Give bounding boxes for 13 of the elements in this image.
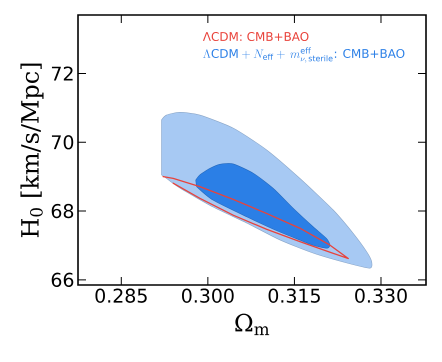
y-tick-label: 70 [52, 135, 74, 150]
text: ΛCDM: CMB+BAO [202, 32, 308, 42]
x-axis-title: Ω$_{m}$ [235, 314, 270, 336]
x-tick-label: 0.300 [182, 288, 234, 303]
x-tick-label: 0.330 [355, 288, 407, 303]
y-tick-label: 72 [52, 66, 73, 80]
text: $\Lambda\mbox{CDM}+N_{\rm eff}+\, m^{\rm eff}_{\nu,\,\rm sterile}\mbox{: CMB+BAO}$ [203, 47, 404, 63]
y-tick-label: 68 [52, 204, 74, 218]
y-axis-title: H$_{0}$ [km/s/Mpc] [20, 64, 44, 238]
y-tick-label: 66 [52, 272, 74, 287]
x-tick-label: 0.315 [268, 288, 320, 303]
line-series [162, 176, 349, 260]
x-tick-label: 0.285 [95, 288, 147, 303]
